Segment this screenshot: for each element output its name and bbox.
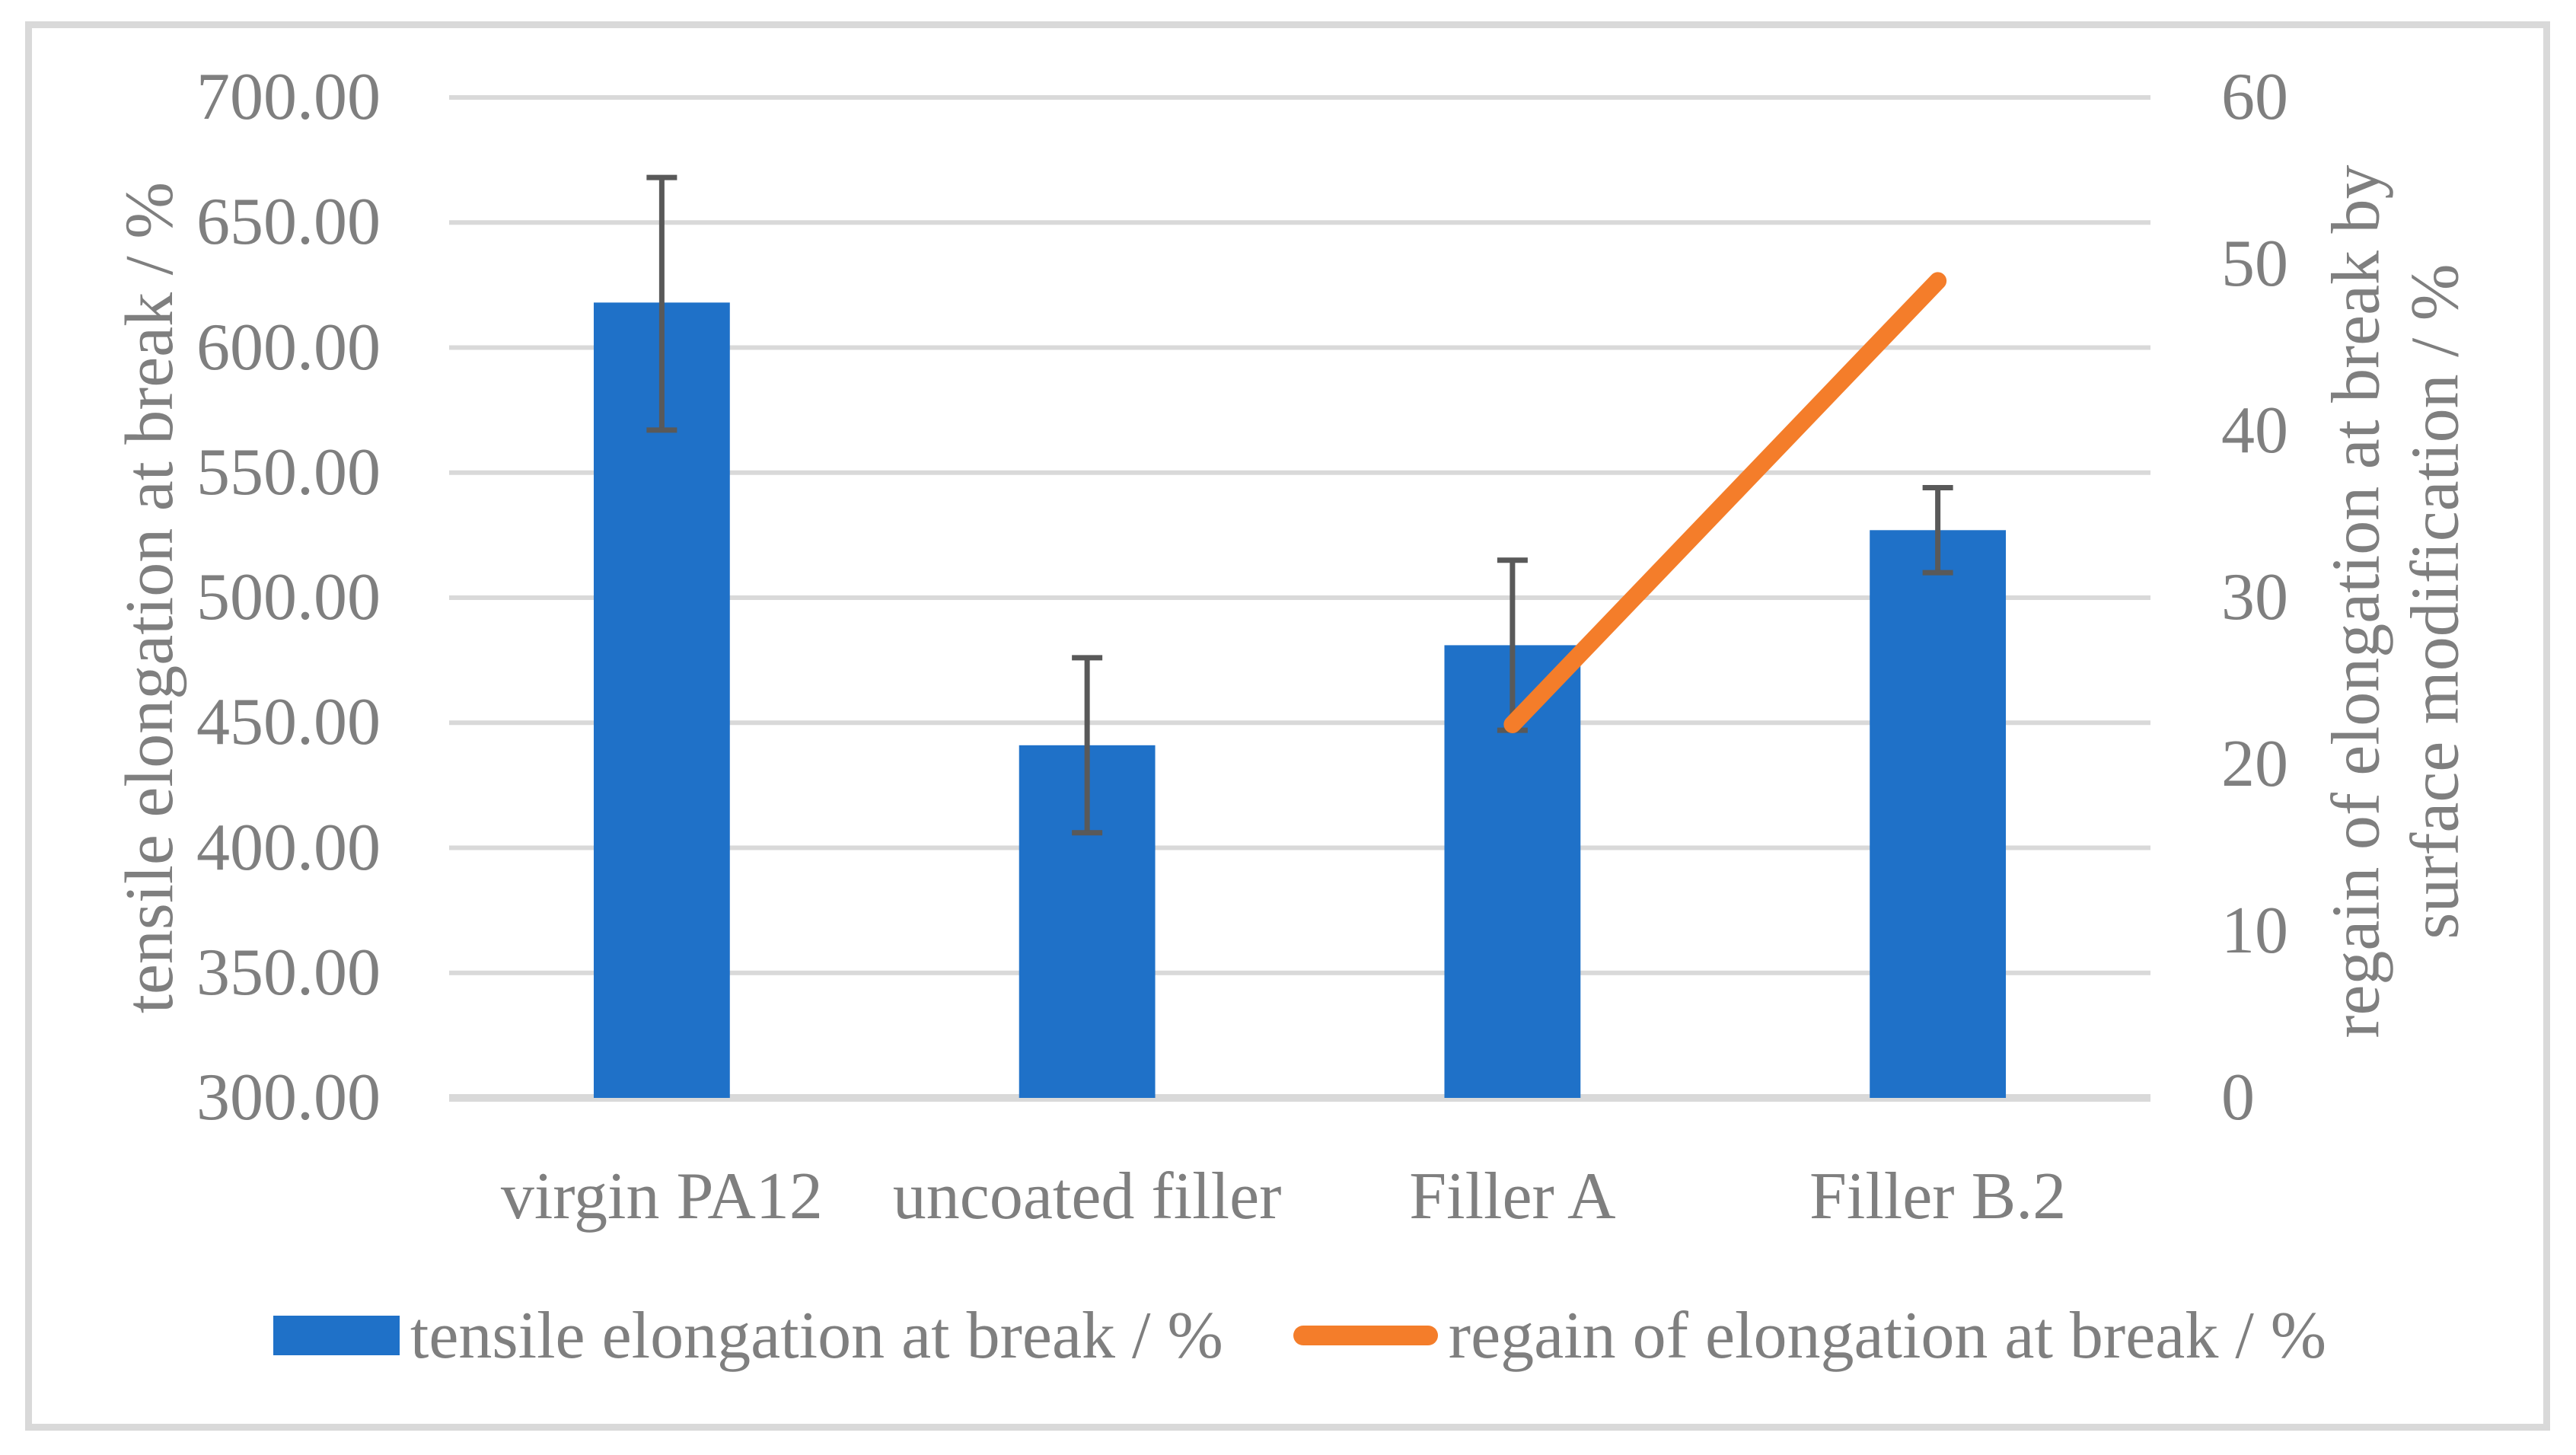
legend-bar-swatch <box>273 1316 400 1355</box>
right-axis-tick-label: 20 <box>2221 727 2288 801</box>
left-axis-tick-label: 300.00 <box>196 1061 381 1134</box>
legend: tensile elongation at break / % regain of… <box>273 1288 2326 1383</box>
bar-virgin-pa12 <box>593 302 730 1098</box>
regain-line <box>1503 272 1947 733</box>
left-axis-tick-label: 600.00 <box>196 310 381 384</box>
left-axis-tick-label: 350.00 <box>196 935 381 1010</box>
legend-label: tensile elongation at break / % <box>410 1298 1223 1373</box>
right-axis-tick-label: 60 <box>2221 60 2288 134</box>
right-axis-tick-label: 30 <box>2221 560 2288 634</box>
left-axis-title: tensile elongation at break / % <box>111 181 187 1014</box>
legend-label: regain of elongation at break / % <box>1448 1298 2327 1373</box>
left-axis-tick-label: 450.00 <box>196 685 381 760</box>
right-axis-tick-label: 40 <box>2221 394 2288 467</box>
right-axis-tick-label: 10 <box>2221 894 2288 968</box>
right-axis-title-line1: regain of elongation at break by <box>2318 164 2394 1039</box>
category-label-virgin-pa12: virgin PA12 <box>500 1160 823 1233</box>
figure-border <box>25 21 2550 1431</box>
legend-item: regain of elongation at break / % <box>1293 1297 2326 1374</box>
left-axis-tick-label: 700.00 <box>196 60 381 134</box>
legend-item: tensile elongation at break / % <box>273 1297 1223 1374</box>
category-label-uncoated-filler: uncoated filler <box>892 1160 1282 1233</box>
left-axis-tick-label: 400.00 <box>196 810 381 885</box>
right-axis-tick-label: 0 <box>2221 1061 2255 1134</box>
category-label-filler-b-2: Filler B.2 <box>1809 1160 2067 1233</box>
left-axis-tick-label: 500.00 <box>196 560 381 634</box>
right-axis-tick-label: 50 <box>2221 227 2288 301</box>
left-axis-tick-label: 550.00 <box>196 435 381 509</box>
right-axis-title-line2: surface modification / % <box>2398 263 2473 940</box>
category-label-filler-a: Filler A <box>1409 1160 1616 1233</box>
right-axis-title: regain of elongation at break by surface… <box>2317 164 2476 1038</box>
bar-filler-b-2 <box>1870 530 2007 1098</box>
legend-line-swatch <box>1293 1326 1438 1345</box>
left-axis-tick-label: 650.00 <box>196 185 381 260</box>
